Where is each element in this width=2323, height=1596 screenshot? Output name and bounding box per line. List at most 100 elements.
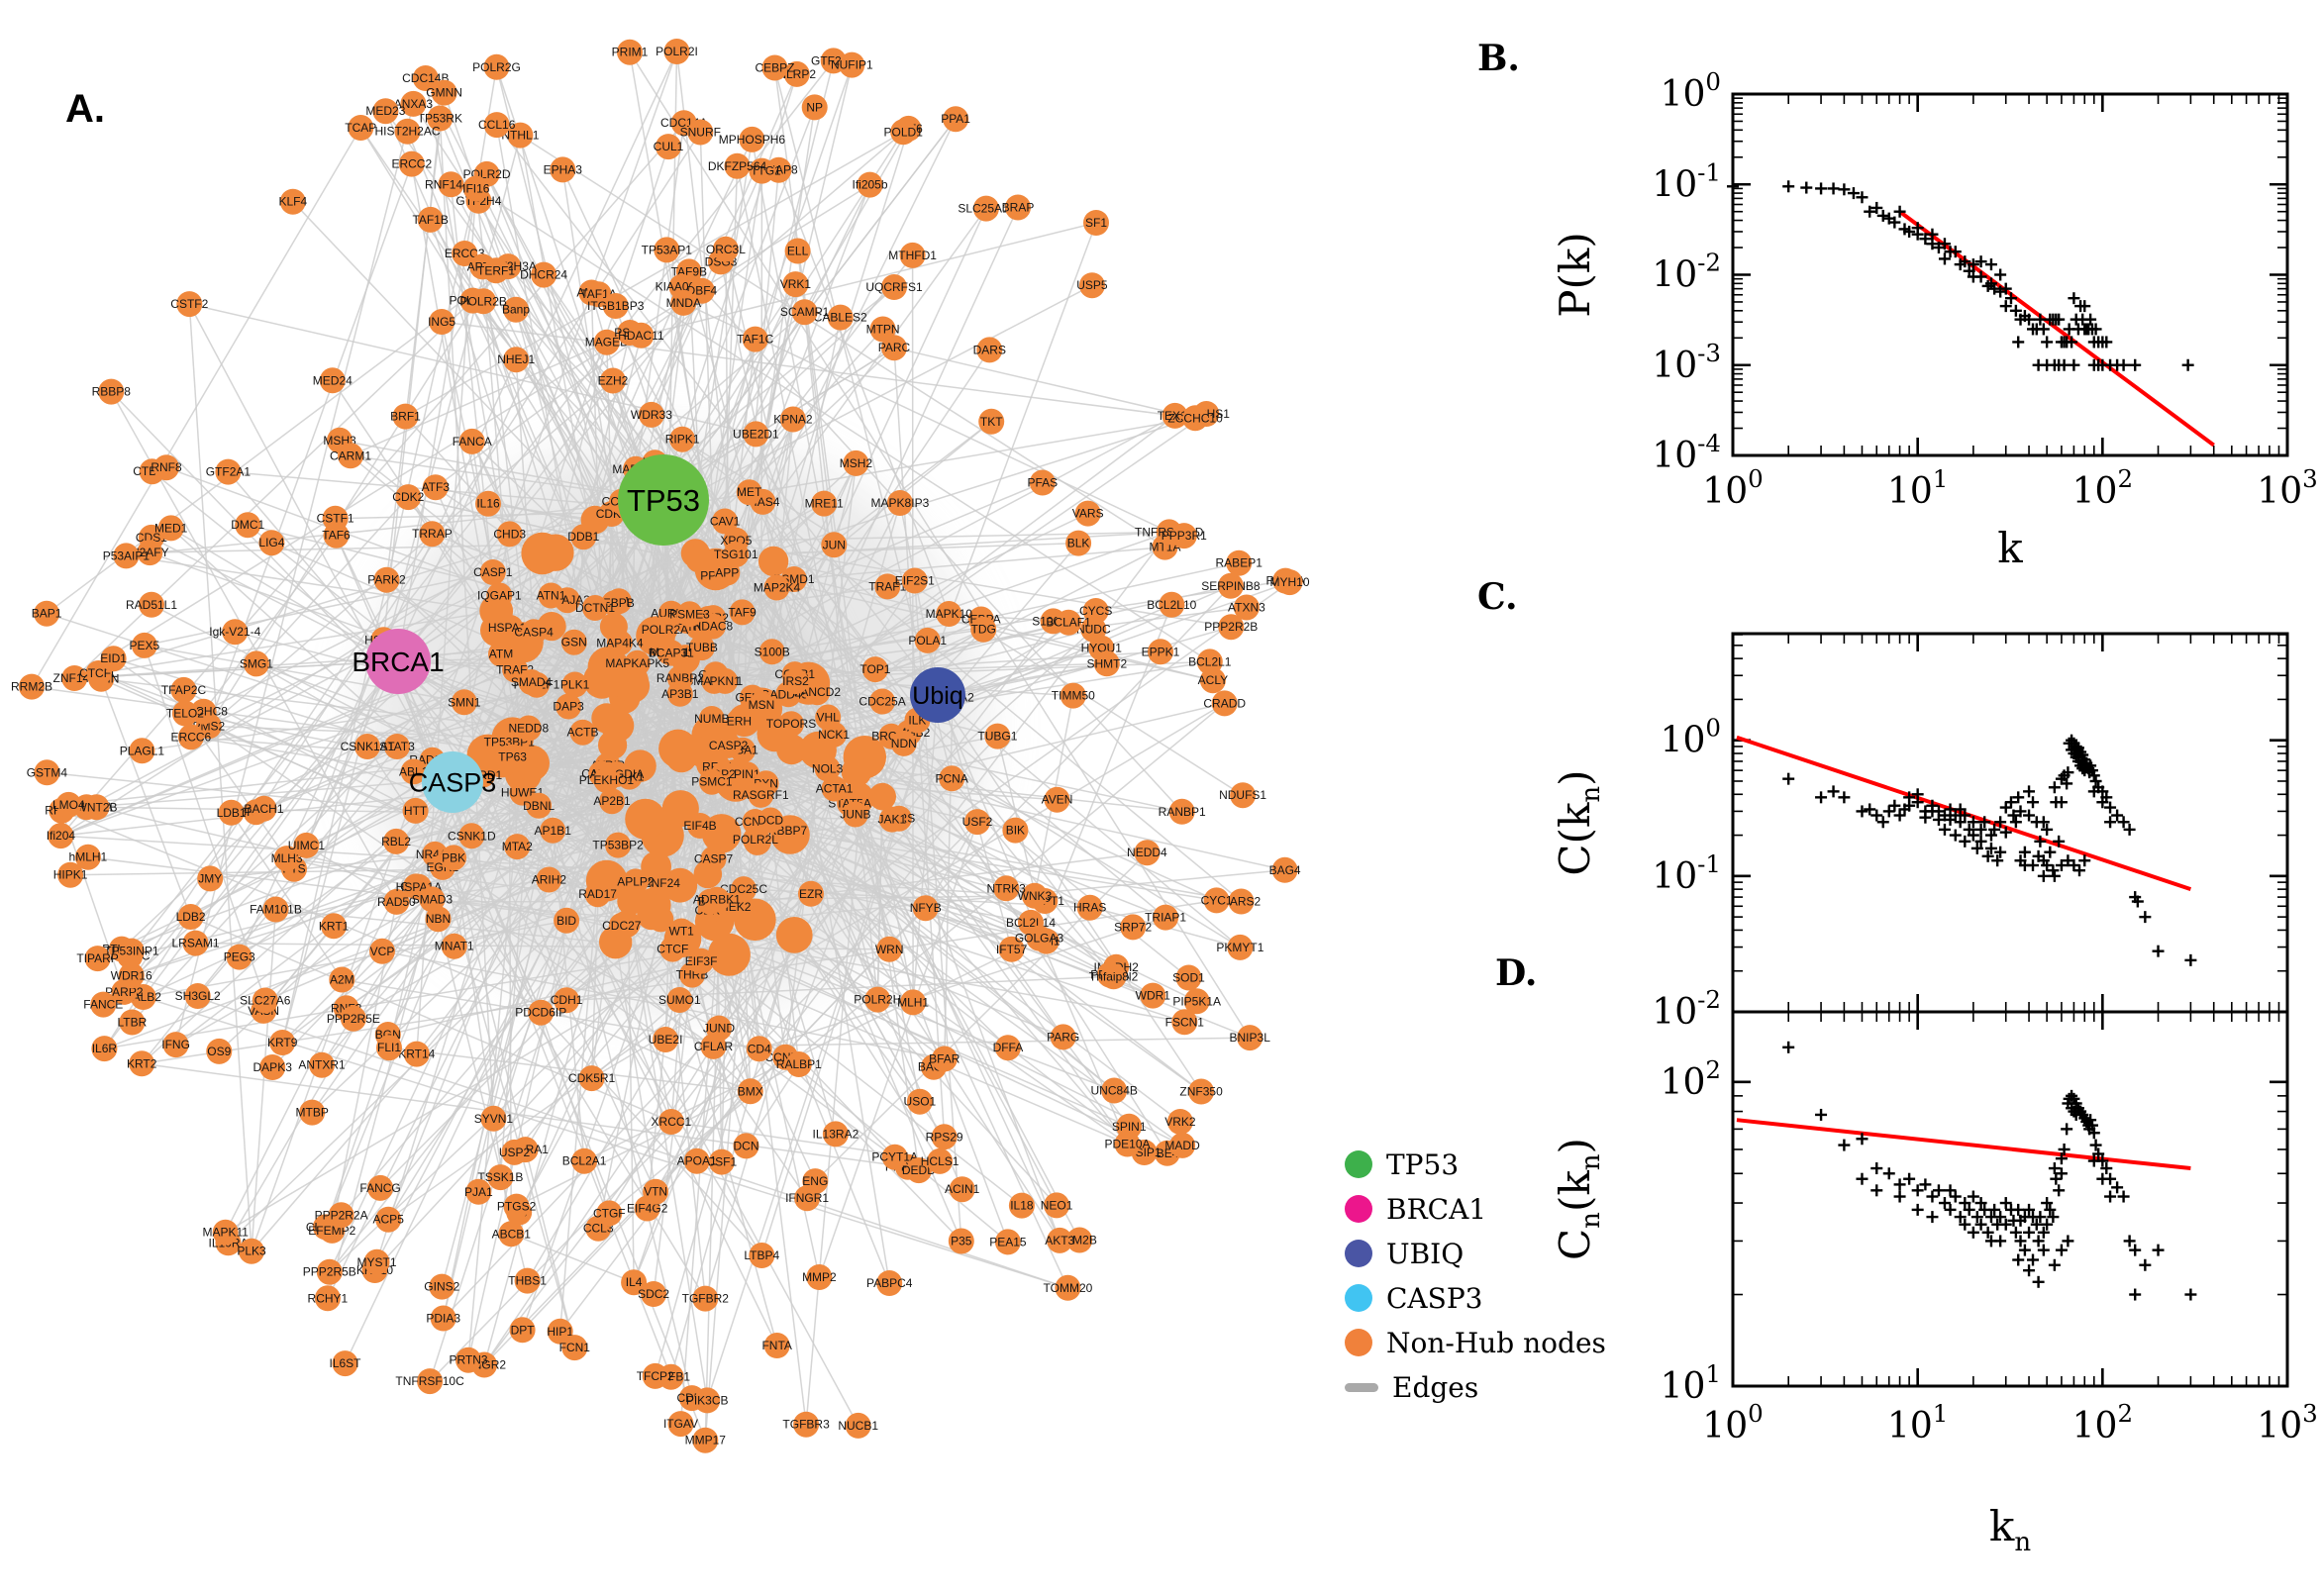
network-node: NOL3 [812,755,844,782]
network-node: POLR2I [656,39,698,64]
network-node-label: FAM101B [250,903,302,917]
network-node-label: ORC3L [706,243,746,256]
network-edge [103,660,399,1049]
network-node [625,798,666,840]
network-node-label: BAG4 [1269,863,1301,877]
network-node: RALBP1 [776,1051,822,1077]
network-node: RAD50 [377,888,416,915]
network-node: A2M [329,966,355,993]
tp53-marker-icon [1345,1150,1372,1178]
network-node: MAGED [585,329,629,355]
network-node-label: CUL1 [654,140,684,153]
network-node: KRT1 [319,913,350,940]
network-node: APOA1 [677,1147,717,1174]
network-node-label: GINS2 [424,1280,459,1294]
network-node-label: RBL2 [381,835,411,848]
network-node: FAM101B [250,896,302,923]
network-node-label: NEDD8 [508,722,549,736]
network-node-label: HCLS1 [921,1154,960,1168]
network-node-label: CDC27 [602,919,642,933]
network-node-label: SMAD4 [511,675,553,689]
network-node: VRK1 [780,271,811,298]
axis-label: P(k) [1551,232,1599,317]
network-node: NEDD8 [508,715,549,742]
network-edge [47,771,416,812]
network-node: MTPN [866,316,900,343]
network-node [758,546,789,577]
network-node: PCNA [936,765,968,792]
network-node-label: ZNF350 [1179,1085,1223,1099]
network-node-label: KLF4 [278,195,307,209]
network-node-label: ATM [489,648,513,661]
network-node: CD4 [746,1036,772,1062]
network-node-label: PIN1 [734,767,760,781]
network-node-label: IFI16 [462,182,490,196]
network-node: NEDD4 [1127,840,1167,866]
legend-label: Edges [1392,1370,1479,1404]
network-node-label: TP53BP2 [592,839,644,852]
network-node-label: PBK [442,850,465,864]
network-node-label: LTBP4 [744,1248,779,1262]
network-node: AP3B1 [661,680,699,707]
network-node-label: CD4 [748,1042,771,1055]
network-node: EIF2S1 [895,567,935,594]
fit-line [1736,1118,2191,1171]
network-edge [540,1012,762,1256]
network-node-label: VRK2 [1164,1115,1196,1129]
network-node-label: PCYT1A [871,1150,918,1164]
network-node: DHCR24 [520,261,567,288]
network-node-label: EID1 [100,651,127,665]
network-node: TRAF1 [868,573,907,600]
network-node-label: PARK2 [367,573,406,587]
legend-item-tp53: TP53 [1345,1147,1606,1182]
network-node: UNC84B [1091,1077,1138,1104]
network-node-label: LDB1 [217,806,247,820]
network-node: ACIN1 [945,1176,980,1203]
network-node-label: NEO1 [1041,1198,1073,1212]
network-node-label: PDIA3 [426,1312,460,1326]
network-node: PEG3 [224,944,255,970]
network-node-label: MED23 [365,104,405,118]
network-node: IFNGR1 [785,1185,829,1212]
network-node-label: CDC25C [720,882,767,896]
network-node-label: RBBP8 [92,385,132,399]
network-node-label: DARS [973,343,1006,356]
network-node: KPNA2 [773,406,813,433]
network-node-label: PEG3 [224,950,255,964]
network-node: FSCN1 [1165,1009,1204,1036]
network-node: PIN1 [734,761,760,788]
network-edge [453,857,576,1348]
network-node: DARS [973,337,1006,363]
network-node: Banp [502,296,530,323]
network-edge [949,613,1054,623]
network-node: DCN [733,1133,759,1159]
network-node: USP5 [1076,272,1108,299]
network-node-label: WNK3 [1018,889,1053,903]
plot-panel-c: 100 10-1 10-2 C(kn) [1551,632,2289,1033]
network-node-label: TELO2 [166,707,204,721]
network-node: LIG4 [258,530,285,556]
network-node: DFFA [993,1035,1023,1061]
network-edge [980,561,1240,621]
network-node-label: EFEMP2 [308,1224,355,1238]
network-node: CUL1 [654,134,684,160]
network-node: WRN [875,936,904,962]
network-node-label: ZCCHC10 [1167,411,1223,425]
network-node-label: SHMT2 [1086,656,1127,670]
network-node-label: BID [556,914,576,928]
network-node-label: PPA1 [941,112,970,126]
network-node-label: CABLES2 [814,311,867,325]
network-node: GINS2 [424,1273,460,1300]
network-node: MAPK10 [926,601,972,627]
network-node-label: NUCB1 [838,1419,878,1433]
network-node: H2AFY [131,540,169,566]
network-node: CDK2 [392,484,425,511]
panel-b-label: B. [1477,38,1520,79]
network-node: NTRK3 [987,875,1026,902]
legend-item-casp3: CASP3 [1345,1280,1606,1316]
network-edge [381,950,945,1060]
network-node-label: BACH1 [244,802,283,816]
network-node: ZNF350 [1179,1078,1223,1105]
network-node-label: JMY [198,871,222,885]
network-node-label: SF1 [1085,216,1107,230]
